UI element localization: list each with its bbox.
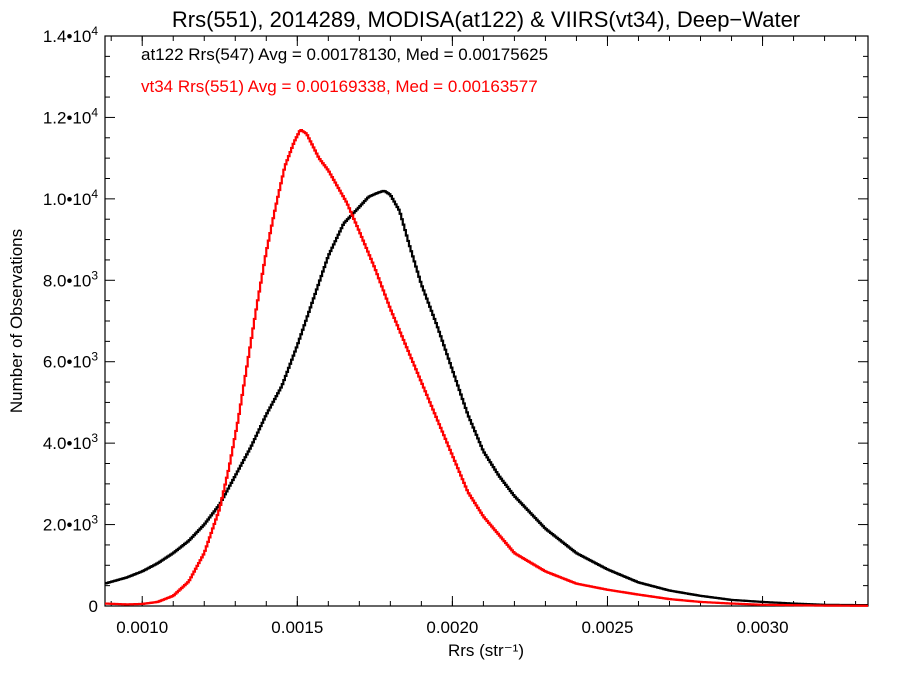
histogram-series-1	[105, 129, 868, 607]
y-tick-label: 1.2•104	[43, 105, 99, 127]
x-tick-label: 0.0010	[116, 618, 168, 637]
series-layer	[105, 129, 868, 607]
x-axis-ticks: 0.0010 0.0015 0.0020 0.0025 0.0030	[110, 36, 857, 637]
chart-title: Rrs(551), 2014289, MODISA(at122) & VIIRS…	[172, 7, 800, 32]
x-axis-label: Rrs (str⁻¹)	[448, 641, 524, 660]
y-tick-label: 8.0•103	[43, 268, 99, 290]
y-tick-label: 2.0•103	[43, 513, 99, 535]
x-tick-label: 0.0025	[581, 618, 633, 637]
histogram-series-0	[105, 189, 868, 607]
y-axis-ticks: 0 2.0•103 4.0•103 6.0•103 8.0•103 1.0•104 1.2•…	[43, 24, 868, 616]
y-tick-label: 1.4•104	[43, 24, 99, 46]
annotation-at122-stats: at122 Rrs(547) Avg = 0.00178130, Med = 0…	[141, 45, 548, 64]
x-tick-label: 0.0020	[426, 618, 478, 637]
annotation-vt34-stats: vt34 Rrs(551) Avg = 0.00169338, Med = 0.…	[141, 77, 538, 96]
x-tick-label: 0.0030	[737, 618, 789, 637]
y-axis-label: Number of Observations	[7, 229, 26, 413]
y-tick-label: 1.0•104	[43, 187, 99, 209]
y-tick-label: 6.0•103	[43, 350, 99, 372]
x-tick-label: 0.0015	[271, 618, 323, 637]
y-tick-label: 0	[89, 597, 98, 616]
y-tick-label: 4.0•103	[43, 431, 99, 453]
